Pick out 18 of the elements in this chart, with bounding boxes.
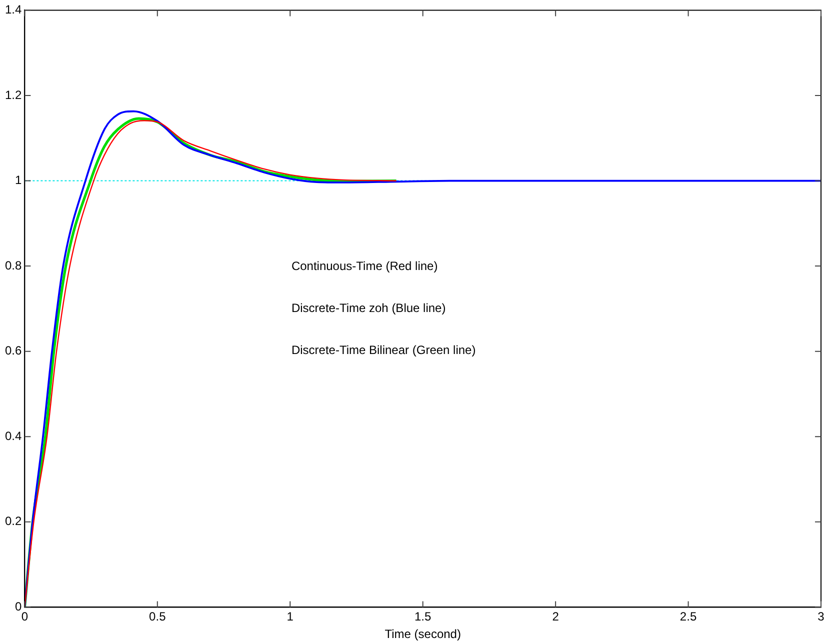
- annotation: Discrete-Time Bilinear (Green line): [291, 342, 476, 357]
- y-tick-label: 1.2: [4, 88, 22, 102]
- x-tick-label: 1.5: [414, 610, 432, 624]
- y-tick-label: 0.4: [4, 428, 22, 443]
- y-tick-label: 0.8: [4, 258, 22, 272]
- y-tick-label: 1.4: [4, 2, 22, 17]
- y-tick-label: 0.2: [4, 514, 22, 528]
- x-tick-label: 3: [818, 610, 825, 624]
- x-tick-label: 1: [286, 610, 294, 624]
- x-axis-title: Time (second): [384, 627, 461, 642]
- annotation: Continuous-Time (Red line): [291, 259, 438, 274]
- x-tick-label: 2.5: [680, 610, 697, 624]
- y-tick-label: 0.6: [4, 344, 22, 358]
- y-tick-label: 1: [14, 173, 22, 188]
- annotation: Discrete-Time zoh (Blue line): [291, 301, 446, 316]
- x-tick-label: 2: [552, 610, 560, 624]
- x-tick-label: 0.5: [149, 610, 166, 624]
- y-tick-label: 0: [14, 600, 22, 614]
